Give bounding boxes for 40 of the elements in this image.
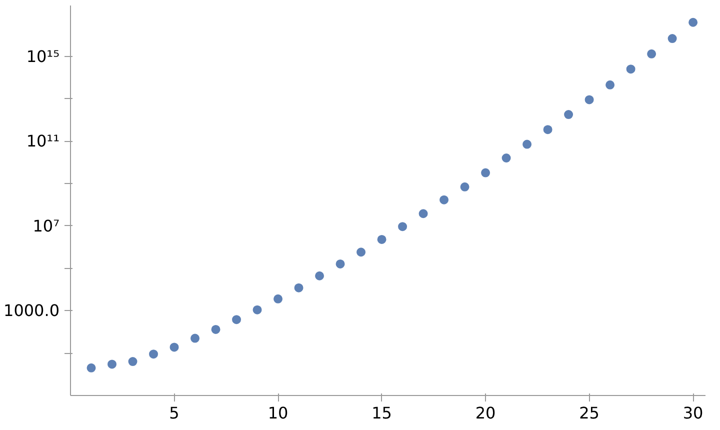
point: [502, 154, 511, 162]
point: [108, 360, 117, 369]
point: [440, 195, 449, 204]
point: [543, 125, 552, 134]
y-tick-label: 10¹⁵: [26, 46, 60, 66]
x-tick-label: 15: [372, 404, 392, 422]
point: [149, 350, 158, 359]
point: [418, 209, 428, 218]
point: [211, 325, 220, 334]
point: [356, 248, 366, 257]
point: [398, 222, 408, 232]
point: [564, 110, 574, 120]
x-tick-label: 30: [682, 404, 704, 422]
point: [626, 64, 636, 74]
y-tick-label: 10⁷: [32, 216, 60, 236]
point: [170, 342, 179, 352]
point: [688, 18, 698, 27]
point: [522, 140, 532, 149]
point: [647, 49, 656, 58]
point: [315, 271, 324, 280]
x-tick-label: 10: [268, 404, 288, 422]
point: [336, 259, 345, 268]
point: [252, 305, 262, 314]
point: [128, 357, 138, 366]
point: [86, 363, 96, 372]
point: [232, 315, 242, 324]
point: [606, 80, 615, 90]
point: [460, 182, 470, 192]
point: [294, 283, 304, 292]
x-tick-label: 5: [169, 404, 180, 422]
y-tick-label: 10¹¹: [26, 132, 60, 151]
y-tick-label: 1000.0: [4, 301, 60, 320]
point: [274, 294, 283, 304]
point: [481, 168, 490, 178]
x-tick-label: 20: [475, 404, 496, 422]
point: [190, 334, 200, 343]
point: [584, 95, 594, 104]
point: [377, 234, 386, 244]
point: [668, 34, 677, 44]
x-tick-label: 25: [579, 404, 600, 422]
